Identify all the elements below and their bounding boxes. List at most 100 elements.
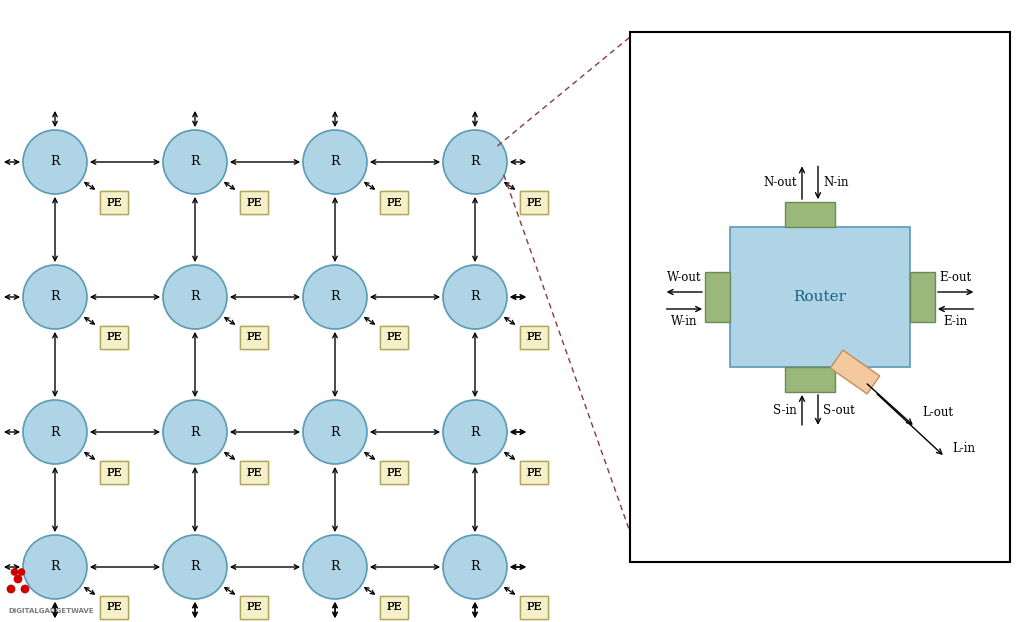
Text: PE: PE [246, 603, 262, 613]
FancyBboxPatch shape [380, 462, 407, 484]
Text: PE: PE [106, 198, 122, 208]
Text: PE: PE [106, 333, 122, 343]
Text: PE: PE [526, 468, 542, 478]
FancyBboxPatch shape [240, 596, 268, 619]
Text: E-in: E-in [944, 315, 968, 328]
Circle shape [23, 400, 87, 464]
Text: S-out: S-out [823, 404, 855, 417]
FancyBboxPatch shape [240, 462, 268, 484]
FancyBboxPatch shape [380, 192, 407, 214]
Text: PE: PE [526, 198, 542, 208]
FancyBboxPatch shape [100, 462, 128, 484]
Text: PE: PE [386, 468, 401, 478]
FancyBboxPatch shape [520, 327, 548, 349]
Text: Router: Router [793, 290, 846, 304]
Circle shape [163, 400, 227, 464]
Point [3, 584, 19, 594]
Text: PE: PE [106, 468, 122, 478]
FancyBboxPatch shape [630, 32, 1010, 562]
FancyBboxPatch shape [240, 192, 268, 214]
Circle shape [303, 400, 367, 464]
Text: R: R [330, 425, 340, 439]
Text: R: R [470, 425, 480, 439]
Text: PE: PE [106, 603, 122, 613]
FancyBboxPatch shape [520, 596, 548, 619]
Text: R: R [50, 425, 60, 439]
Circle shape [163, 130, 227, 194]
FancyBboxPatch shape [100, 327, 128, 349]
Text: PE: PE [106, 603, 122, 613]
Text: PE: PE [246, 468, 262, 478]
Text: N-out: N-out [763, 176, 797, 189]
Text: PE: PE [246, 603, 262, 613]
Text: PE: PE [246, 333, 262, 343]
Circle shape [163, 535, 227, 599]
Text: PE: PE [106, 333, 122, 343]
Text: PE: PE [526, 603, 542, 613]
FancyBboxPatch shape [380, 596, 407, 619]
Text: PE: PE [526, 333, 542, 343]
Text: R: R [50, 560, 60, 573]
Circle shape [23, 535, 87, 599]
Text: PE: PE [526, 468, 542, 478]
Text: R: R [190, 290, 200, 304]
FancyBboxPatch shape [830, 350, 879, 394]
Text: PE: PE [386, 333, 401, 343]
FancyBboxPatch shape [380, 327, 407, 349]
FancyBboxPatch shape [520, 462, 548, 484]
Text: R: R [190, 425, 200, 439]
Text: PE: PE [246, 198, 262, 208]
Text: E-out: E-out [940, 271, 972, 284]
Text: W-in: W-in [671, 315, 698, 328]
FancyBboxPatch shape [520, 596, 548, 619]
Text: PE: PE [246, 198, 262, 208]
Text: PE: PE [526, 333, 542, 343]
Circle shape [443, 130, 507, 194]
Text: PE: PE [386, 468, 401, 478]
Text: L-out: L-out [922, 406, 953, 419]
FancyBboxPatch shape [731, 227, 910, 367]
Text: R: R [190, 156, 200, 169]
FancyBboxPatch shape [785, 367, 835, 392]
Point [16, 584, 33, 594]
FancyBboxPatch shape [785, 202, 835, 227]
FancyBboxPatch shape [380, 327, 407, 349]
Text: PE: PE [386, 333, 401, 343]
Text: PE: PE [246, 333, 262, 343]
Text: DIGITALGADGETWAVE: DIGITALGADGETWAVE [8, 608, 93, 614]
Circle shape [443, 400, 507, 464]
Circle shape [303, 265, 367, 329]
Text: R: R [470, 560, 480, 573]
FancyBboxPatch shape [240, 462, 268, 484]
Circle shape [303, 130, 367, 194]
Text: R: R [190, 560, 200, 573]
FancyBboxPatch shape [240, 596, 268, 619]
Circle shape [23, 265, 87, 329]
Text: PE: PE [106, 468, 122, 478]
Text: S-in: S-in [774, 404, 797, 417]
FancyBboxPatch shape [705, 272, 731, 322]
FancyBboxPatch shape [910, 272, 935, 322]
Text: R: R [330, 290, 340, 304]
Text: PE: PE [386, 198, 401, 208]
FancyBboxPatch shape [520, 327, 548, 349]
Text: PE: PE [386, 603, 401, 613]
FancyBboxPatch shape [380, 596, 407, 619]
Text: W-out: W-out [667, 271, 702, 284]
FancyBboxPatch shape [520, 192, 548, 214]
FancyBboxPatch shape [100, 462, 128, 484]
Text: R: R [50, 290, 60, 304]
Text: PE: PE [386, 198, 401, 208]
Text: R: R [50, 156, 60, 169]
Text: R: R [470, 290, 480, 304]
Circle shape [303, 535, 367, 599]
Circle shape [23, 130, 87, 194]
Point [6, 567, 23, 577]
Text: N-in: N-in [823, 176, 849, 189]
Text: R: R [470, 156, 480, 169]
Text: L-in: L-in [952, 442, 975, 455]
FancyBboxPatch shape [240, 192, 268, 214]
FancyBboxPatch shape [520, 192, 548, 214]
FancyBboxPatch shape [100, 596, 128, 619]
FancyBboxPatch shape [100, 192, 128, 214]
